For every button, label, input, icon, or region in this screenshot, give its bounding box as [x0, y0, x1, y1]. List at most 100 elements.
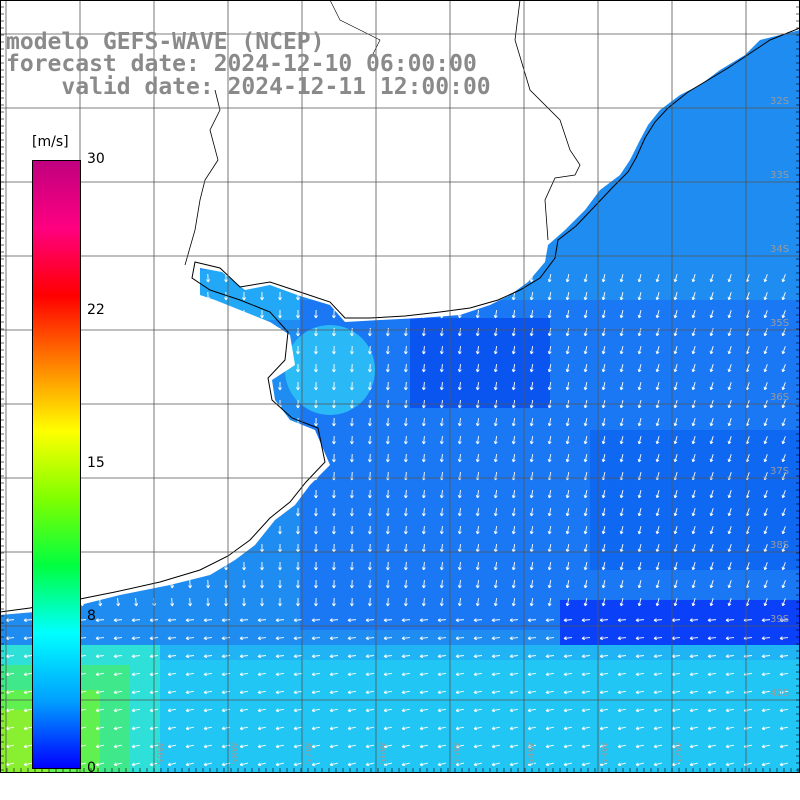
- wind-arrow: [401, 618, 411, 623]
- wind-arrow: [383, 618, 393, 623]
- wind-arrow: [707, 708, 717, 713]
- wind-arrow: [655, 544, 660, 553]
- wind-arrow: [206, 597, 211, 607]
- wind-arrow: [439, 489, 444, 499]
- wind-arrow: [709, 598, 714, 607]
- wind-arrow: [689, 636, 699, 641]
- wind-arrow: [691, 454, 696, 463]
- wind-arrow: [529, 597, 534, 607]
- wind-arrow: [278, 543, 282, 553]
- wind-arrow: [260, 561, 264, 571]
- colorbar-tick-30: 30: [87, 151, 105, 167]
- wind-arrow: [691, 418, 696, 427]
- wind-arrow: [547, 363, 552, 373]
- wind-arrow: [761, 708, 771, 713]
- wind-arrow: [332, 381, 336, 391]
- lat-label: 36S: [770, 392, 789, 403]
- wind-arrow: [95, 654, 105, 659]
- wind-arrow: [565, 327, 570, 337]
- wind-arrow: [23, 690, 33, 695]
- wind-arrow: [635, 654, 645, 659]
- wind-arrow: [511, 381, 516, 391]
- wind-arrow: [347, 726, 357, 731]
- wind-arrow: [5, 762, 15, 767]
- wind-arrow: [637, 544, 642, 553]
- wind-arrow: [619, 562, 624, 571]
- wind-arrow: [349, 507, 354, 517]
- wind-arrow: [599, 726, 609, 731]
- wind-arrow: [725, 618, 735, 623]
- wind-arrow: [727, 346, 732, 355]
- wind-arrow: [185, 762, 195, 767]
- wind-arrow: [278, 291, 282, 301]
- wind-arrow: [725, 654, 735, 659]
- wind-arrow: [563, 744, 573, 749]
- wind-arrow: [437, 618, 447, 623]
- wind-arrow: [439, 525, 444, 535]
- wind-arrow: [689, 654, 699, 659]
- wind-arrow: [727, 562, 732, 571]
- wind-arrow: [689, 672, 699, 677]
- wind-arrow: [581, 762, 591, 767]
- wind-arrow: [457, 363, 462, 373]
- wind-arrow: [529, 417, 534, 427]
- wind-arrow: [691, 598, 696, 607]
- wind-arrow: [547, 417, 552, 427]
- wind-arrow: [493, 381, 498, 391]
- wind-arrow: [563, 762, 573, 767]
- wind-arrow: [599, 636, 609, 641]
- wind-arrow: [95, 672, 105, 677]
- wind-arrow: [781, 364, 786, 373]
- wind-arrow: [239, 672, 249, 677]
- wind-arrow: [583, 453, 588, 463]
- wind-arrow: [421, 381, 426, 391]
- wind-arrow: [314, 525, 318, 535]
- wind-arrow: [511, 597, 516, 607]
- wind-arrow: [332, 345, 336, 355]
- wind-arrow: [296, 561, 300, 571]
- wind-arrow: [385, 489, 390, 499]
- wind-arrow: [563, 690, 573, 695]
- wind-arrow: [349, 525, 354, 535]
- wind-arrow: [691, 382, 696, 391]
- wind-arrow: [691, 328, 696, 337]
- wind-arrow: [655, 526, 660, 535]
- wind-arrow: [473, 636, 483, 641]
- wind-arrow: [781, 598, 786, 607]
- wind-arrow: [185, 672, 195, 677]
- lat-lon-grid: [0, 0, 800, 773]
- wind-arrow: [529, 291, 534, 301]
- wind-arrow: [727, 598, 732, 607]
- wind-arrow: [367, 417, 372, 427]
- wind-arrow: [619, 598, 624, 607]
- wind-arrow: [23, 744, 33, 749]
- lon-label: 56W: [378, 742, 389, 765]
- wind-arrow: [547, 291, 552, 301]
- wind-arrow: [403, 435, 408, 445]
- wind-arrow: [673, 328, 678, 337]
- wind-arrow: [547, 345, 552, 355]
- wind-arrow: [727, 490, 732, 499]
- wind-arrow: [493, 597, 498, 607]
- wind-arrow: [257, 636, 267, 641]
- wind-arrow: [457, 489, 462, 499]
- wind-arrow: [383, 708, 393, 713]
- wind-arrow: [439, 561, 444, 571]
- wind-arrow: [527, 654, 537, 659]
- wind-arrow: [439, 435, 444, 445]
- wind-arrow: [529, 345, 534, 355]
- wind-arrow: [653, 744, 663, 749]
- wind-arrow: [691, 346, 696, 355]
- wind-arrow: [475, 597, 480, 607]
- wind-arrow: [727, 580, 732, 589]
- wind-arrow: [221, 726, 231, 731]
- wind-arrow: [314, 345, 318, 355]
- wind-arrow: [583, 489, 588, 499]
- wind-arrow: [511, 309, 516, 319]
- wind-arrow: [437, 744, 447, 749]
- wind-arrow: [637, 526, 642, 535]
- wind-arrow: [725, 708, 735, 713]
- wind-arrow: [257, 618, 267, 623]
- wind-arrow: [131, 654, 141, 659]
- wind-arrow: [332, 453, 336, 463]
